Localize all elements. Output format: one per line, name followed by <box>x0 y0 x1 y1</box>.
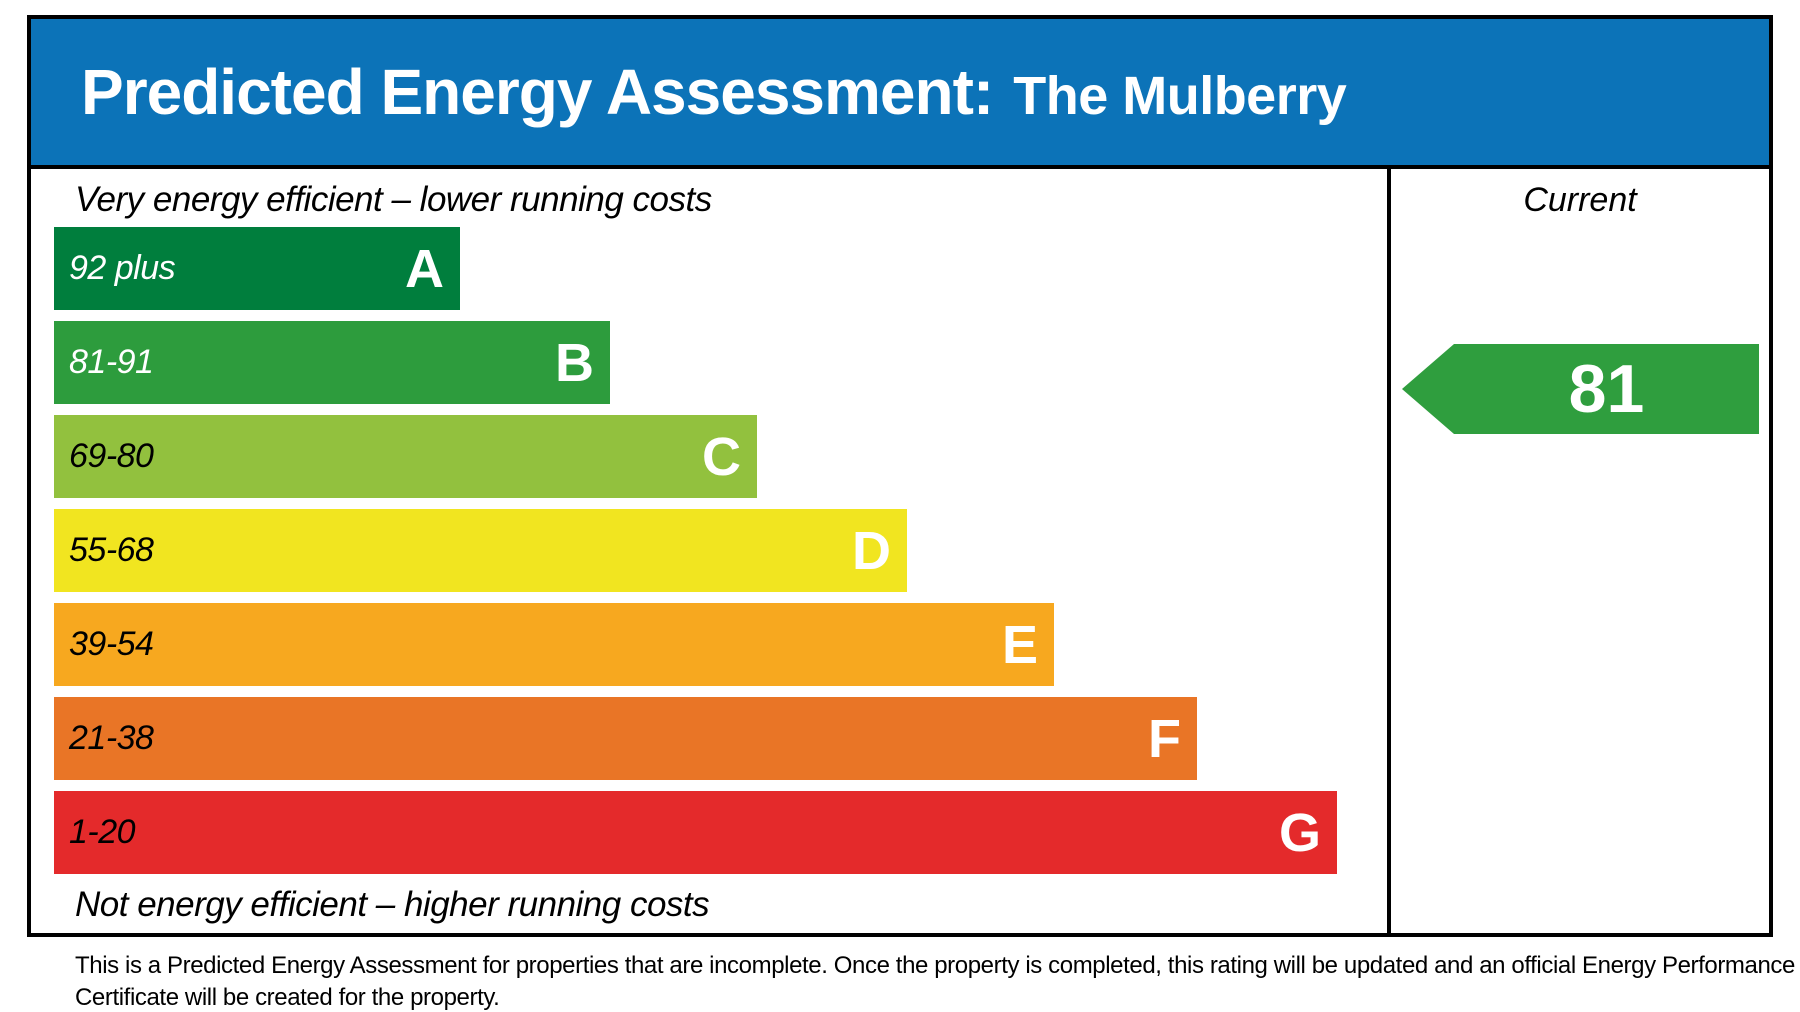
band-range-label: 81-91 <box>69 343 154 381</box>
band-letter: G <box>1278 802 1321 863</box>
rating-chart-area: Very energy efficient – lower running co… <box>31 169 1769 933</box>
rating-scale-column: Very energy efficient – lower running co… <box>31 169 1387 933</box>
band-row-E: 39-54 E <box>54 603 1054 686</box>
footer-note: This is a Predicted Energy Assessment fo… <box>75 952 1795 1011</box>
band-range-label: 69-80 <box>69 437 154 475</box>
arrow-tip-icon <box>1402 344 1454 434</box>
band-row-B: 81-91 B <box>54 321 610 404</box>
header-banner: Predicted Energy Assessment: The Mulberr… <box>31 19 1769 169</box>
current-column-header: Current <box>1523 181 1637 219</box>
band-row-F: 21-38 F <box>54 697 1197 780</box>
band-range-label: 21-38 <box>69 719 154 757</box>
band-range-label: 92 plus <box>69 249 176 287</box>
epc-certificate-box: Predicted Energy Assessment: The Mulberr… <box>27 15 1773 937</box>
current-rating-value: 81 <box>1568 351 1645 427</box>
band-row-A: 92 plus A <box>54 227 460 310</box>
band-range-label: 1-20 <box>69 813 136 851</box>
arrow-body: 81 <box>1454 344 1759 434</box>
band-letter: B <box>555 332 594 393</box>
property-name: The Mulberry <box>1013 66 1347 126</box>
band-letter: C <box>702 426 741 487</box>
header-text: Predicted Energy Assessment: The Mulberr… <box>81 55 1347 129</box>
band-letter: F <box>1148 708 1181 769</box>
band-range-label: 55-68 <box>69 531 154 569</box>
band-letter: A <box>405 238 444 299</box>
caption-efficient: Very energy efficient – lower running co… <box>75 180 712 219</box>
band-row-D: 55-68 D <box>54 509 907 592</box>
page-title: Predicted Energy Assessment: <box>81 56 994 128</box>
bands-container: 92 plus A 81-91 B 69-80 C 55-68 D 39-54 … <box>54 227 1387 874</box>
band-letter: E <box>1001 614 1038 675</box>
band-letter: D <box>852 520 891 581</box>
band-range-label: 39-54 <box>69 625 154 663</box>
caption-not-efficient: Not energy efficient – higher running co… <box>75 885 710 924</box>
current-rating-arrow: 81 <box>1402 344 1759 434</box>
band-row-G: 1-20 G <box>54 791 1337 874</box>
band-row-C: 69-80 C <box>54 415 757 498</box>
current-column: Current 81 <box>1387 169 1769 933</box>
